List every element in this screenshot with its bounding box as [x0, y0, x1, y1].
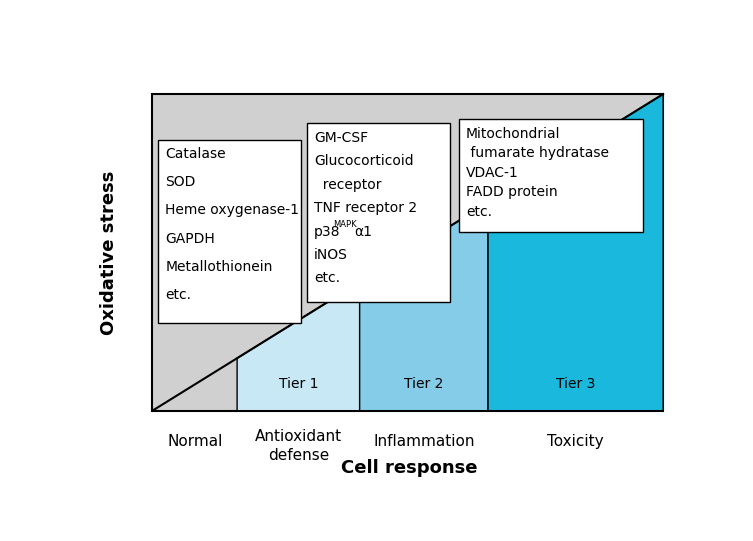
- Text: GAPDH: GAPDH: [166, 232, 215, 246]
- Text: etc.: etc.: [166, 288, 191, 302]
- Text: α1: α1: [354, 225, 372, 239]
- Text: Glucocorticoid: Glucocorticoid: [314, 154, 413, 168]
- FancyBboxPatch shape: [152, 94, 663, 411]
- Text: Tier 3: Tier 3: [556, 377, 596, 391]
- FancyBboxPatch shape: [459, 119, 643, 232]
- Polygon shape: [360, 203, 488, 411]
- Text: Heme oxygenase-1: Heme oxygenase-1: [166, 203, 300, 217]
- Text: Mitochondrial: Mitochondrial: [466, 127, 560, 141]
- Text: Tier 2: Tier 2: [404, 377, 444, 391]
- Text: FADD protein: FADD protein: [466, 185, 557, 199]
- Text: SOD: SOD: [166, 175, 196, 189]
- Text: p38: p38: [314, 225, 340, 239]
- Text: iNOS: iNOS: [314, 248, 348, 262]
- Text: Antioxidant
defense: Antioxidant defense: [255, 429, 342, 463]
- Text: GM-CSF: GM-CSF: [314, 131, 368, 145]
- Text: Oxidative stress: Oxidative stress: [99, 170, 117, 334]
- Text: TNF receptor 2: TNF receptor 2: [314, 201, 417, 215]
- Text: etc.: etc.: [466, 204, 492, 219]
- Text: MAPK: MAPK: [333, 220, 356, 228]
- Text: Metallothionein: Metallothionein: [166, 260, 273, 274]
- Text: etc.: etc.: [314, 272, 340, 286]
- Text: Normal: Normal: [167, 434, 222, 450]
- FancyBboxPatch shape: [158, 140, 301, 323]
- Polygon shape: [237, 282, 360, 411]
- FancyBboxPatch shape: [307, 123, 450, 302]
- Text: Toxicity: Toxicity: [547, 434, 604, 450]
- Text: receptor: receptor: [314, 177, 382, 192]
- Text: Inflammation: Inflammation: [373, 434, 474, 450]
- Text: fumarate hydratase: fumarate hydratase: [466, 146, 609, 160]
- Text: Catalase: Catalase: [166, 147, 226, 161]
- Text: VDAC-1: VDAC-1: [466, 166, 519, 180]
- Text: Cell response: Cell response: [341, 459, 477, 477]
- Polygon shape: [488, 94, 663, 411]
- Text: Tier 1: Tier 1: [279, 377, 318, 391]
